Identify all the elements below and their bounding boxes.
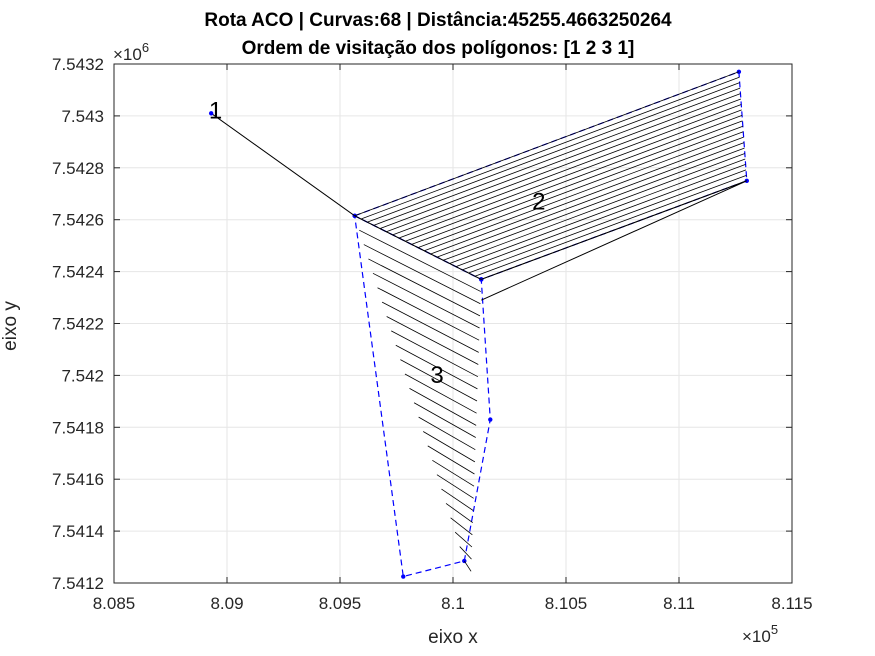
hatch-line-polygon-2-7: [398, 109, 742, 239]
hatch-line-polygon-3-2: [363, 244, 481, 305]
axes: 8.085 8.09 8.095 8.1 8.105 8.11 8.115 7.5412 7.5…: [52, 55, 813, 613]
y-axis-multiplier: ×106: [113, 40, 149, 64]
x-tick-label-3: 8.1: [441, 594, 465, 613]
hatch-line-polygon-2-13: [436, 142, 745, 258]
y-axis-label: eixo y: [0, 301, 21, 351]
y-tick-label-0: 7.5412: [52, 574, 104, 593]
hatch-line-polygon-3-7: [386, 316, 479, 365]
y-tick-label-7: 7.5426: [52, 211, 104, 230]
hatch-line-polygon-3-8: [391, 330, 479, 378]
hatch-line-polygon-3-12: [409, 388, 477, 426]
hatch-line-polygon-3-21: [450, 517, 473, 536]
hatch-line-polygon-2-17: [462, 164, 746, 271]
hatch-line-polygon-2-15: [449, 153, 745, 264]
polygon-label-2: 2: [532, 188, 545, 215]
hatch-line-polygon-3-24: [463, 560, 472, 572]
hatch-line-polygon-3-15: [422, 431, 476, 463]
hatch-line-polygon-2-1: [360, 76, 740, 220]
y-tick-label-1: 7.5414: [52, 522, 104, 541]
hatch-line-polygon-3-14: [418, 416, 476, 451]
x-multiplier-exponent: 5: [771, 622, 778, 637]
hatch-line-polygon-2-19: [474, 174, 747, 277]
hatch-line-polygon-3-6: [381, 301, 479, 353]
y-tick-label-5: 7.5422: [52, 315, 104, 334]
x-tick-label-2: 8.095: [319, 594, 362, 613]
x-multiplier-base: ×10: [742, 627, 771, 646]
polygon-3-boundary: [354, 215, 491, 578]
y-tick-label-8: 7.5428: [52, 159, 104, 178]
route-start-point: [208, 111, 214, 116]
polygon-label-1: 1: [209, 97, 222, 124]
chart-title-line2: Ordem de visitação dos polígonos: [1 2 3…: [242, 38, 635, 59]
hatch-line-polygon-3-20: [445, 503, 474, 523]
y-tick-label-4: 7.542: [61, 366, 104, 385]
y-tick-label-9: 7.543: [61, 107, 104, 126]
hatch-line-polygon-2-3: [373, 87, 741, 226]
x-axis-multiplier: ×105: [742, 622, 778, 646]
hatch-line-polygon-2-9: [411, 120, 743, 245]
route-line: [210, 112, 748, 301]
polygon-3-vertex-2: [488, 417, 493, 422]
x-tick-label-0: 8.085: [93, 594, 136, 613]
x-tick-label-4: 8.105: [545, 594, 588, 613]
y-tick-label-10: 7.5432: [52, 55, 104, 74]
y-multiplier-exponent: 6: [142, 40, 149, 55]
hatch-line-polygon-2-2: [367, 82, 740, 223]
hatch-line-polygon-3-9: [395, 344, 478, 390]
hatch-line-polygon-2-14: [443, 147, 745, 261]
hatch-line-polygon-3-16: [427, 445, 475, 475]
x-tick-label-6: 8.115: [771, 594, 812, 613]
hatch-line-polygon-3-18: [436, 474, 474, 499]
hatch-line-polygon-3-3: [368, 258, 481, 317]
hatch-line-polygon-2-10: [417, 125, 743, 248]
x-tick-label-1: 8.09: [210, 594, 243, 613]
hatch-line-polygon-3-19: [441, 488, 474, 511]
y-tick-label-3: 7.5418: [52, 418, 104, 437]
hatch-line-polygon-2-8: [405, 115, 743, 242]
hatch-line-polygon-3-23: [459, 546, 472, 560]
y-tick-label-2: 7.5416: [52, 470, 104, 489]
hatch-line-polygon-3-1: [359, 229, 482, 292]
plot-area: 1 2 3: [208, 69, 749, 579]
hatch-line-polygon-3-10: [400, 359, 478, 402]
hatch-line-polygon-3-22: [454, 531, 473, 548]
hatch-line-polygon-2-0: [354, 71, 740, 217]
hatch-line-polygon-2-6: [392, 104, 742, 236]
y-tick-label-6: 7.5424: [52, 263, 104, 282]
hatch-line-polygon-2-18: [468, 169, 747, 274]
y-multiplier-base: ×10: [113, 45, 142, 64]
hatch-line-polygon-2-5: [386, 98, 742, 233]
polygon-label-3: 3: [430, 362, 443, 389]
hatch-line-polygon-2-12: [430, 136, 744, 255]
hatch-line-polygon-2-16: [455, 158, 746, 268]
hatch-line-polygon-3-17: [432, 459, 475, 487]
hatch-line-polygon-3-4: [372, 272, 480, 329]
polygon-3-vertex-4: [401, 574, 406, 579]
hatch-line-polygon-2-11: [424, 131, 744, 252]
x-tick-label-5: 8.11: [663, 594, 695, 613]
x-axis-label: eixo x: [428, 627, 478, 648]
hatch-line-polygon-3-5: [377, 287, 480, 341]
chart-title-line1: Rota ACO | Curvas:68 | Distância:45255.4…: [204, 10, 672, 31]
hatch-line-polygon-3-13: [413, 402, 476, 438]
hatch-line-polygon-2-4: [379, 93, 741, 229]
hatch-line-polygon-3-11: [404, 373, 477, 414]
